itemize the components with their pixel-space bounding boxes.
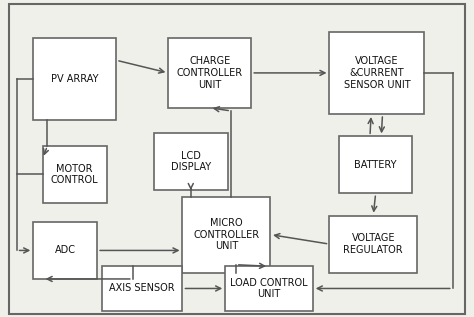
Text: AXIS SENSOR: AXIS SENSOR: [109, 283, 175, 294]
Text: ADC: ADC: [55, 245, 76, 256]
Bar: [329, 216, 417, 273]
Bar: [182, 197, 270, 273]
Bar: [102, 266, 182, 311]
Text: PV ARRAY: PV ARRAY: [51, 74, 99, 84]
Text: LCD
DISPLAY: LCD DISPLAY: [171, 151, 211, 172]
Text: BATTERY: BATTERY: [355, 160, 397, 170]
Bar: [339, 136, 412, 193]
Bar: [329, 32, 424, 114]
Text: VOLTAGE
REGULATOR: VOLTAGE REGULATOR: [344, 233, 403, 255]
Bar: [33, 222, 97, 279]
Text: CHARGE
CONTROLLER
UNIT: CHARGE CONTROLLER UNIT: [177, 56, 243, 89]
Text: MICRO
CONTROLLER
UNIT: MICRO CONTROLLER UNIT: [193, 218, 259, 251]
Bar: [43, 146, 107, 203]
Bar: [225, 266, 313, 311]
Text: LOAD CONTROL
UNIT: LOAD CONTROL UNIT: [230, 278, 308, 299]
Bar: [154, 133, 228, 190]
Text: MOTOR
CONTROL: MOTOR CONTROL: [51, 164, 99, 185]
Text: VOLTAGE
&CURRENT
SENSOR UNIT: VOLTAGE &CURRENT SENSOR UNIT: [344, 56, 410, 89]
Bar: [168, 38, 251, 108]
Bar: [33, 38, 116, 120]
